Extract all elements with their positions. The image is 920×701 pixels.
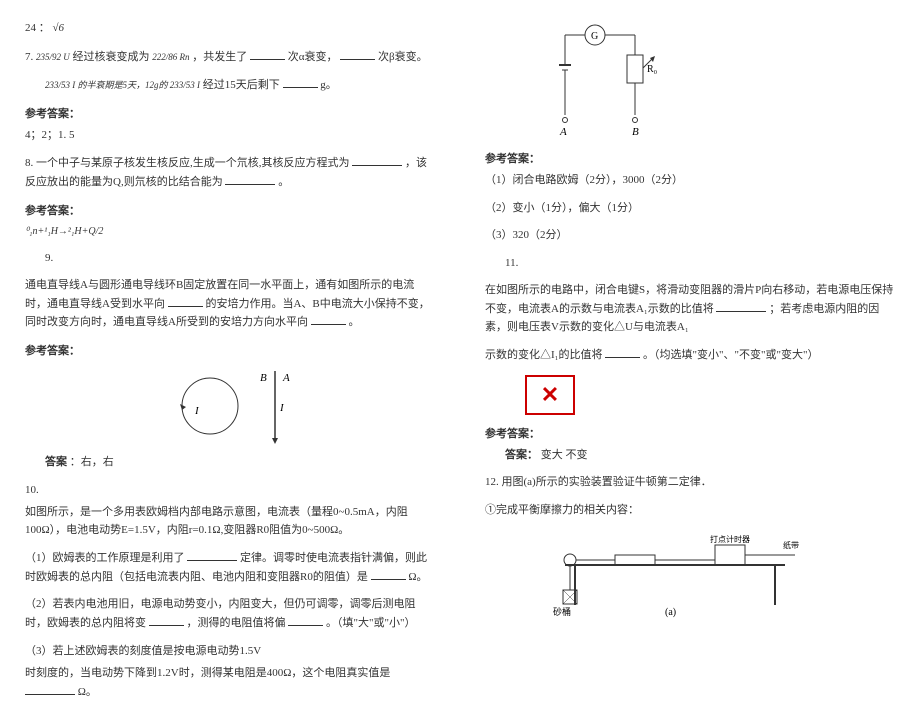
blank [187,549,237,561]
q7-line2c: 经过15天后剩下 [203,79,280,91]
q10-p3-cont: 时刻度的，当电动势下降到1.2V时，测得某电阻是400Ω，这个电阻真实值是 Ω。 [25,665,435,701]
label-G: G [591,31,598,42]
blank [352,154,402,166]
r-ans1: （1）闭合电路欧姆（2分），3000（2分） [485,172,895,190]
q10-p1c: Ω。 [408,571,427,583]
q7-line1: 7. 235/92 U 经过核衰变成为 222/86 Rn ，共发生了 次α衰变… [25,48,435,67]
q24-formula: √6 [53,22,65,34]
blank [288,614,323,626]
blank [340,48,375,60]
blank [311,313,346,325]
q9-text: 通电直导线A与圆形通电导线环B固定放置在同一水平面上，通有如图所示的电流时，通电… [25,277,435,332]
q8-ans-formula: ⁰₁n+¹₁H→²₁H+Q/2 [25,224,435,240]
blank [225,173,275,185]
label-i: I [279,402,285,414]
q10-p1a: （1）欧姆表的工作原理是利用了 [25,552,185,564]
q10-p3c: Ω。 [78,686,97,698]
q10-p2: （2）若表内电池用旧，电源电动势变小，内阻变大，但仍可调零，调零后测电阻时，欧姆… [25,596,435,632]
q10-p2b: ，测得的电阻值将偏 [187,617,286,629]
q11-text3: 示数的变化△I₁的比值将 。（均选填"变小"、"不变"或"变大"） [485,346,895,365]
label-B: B [260,372,267,384]
label-R0: R₀ [647,64,658,75]
circle-diagram: I B A I [165,366,305,446]
q7-d: 次α衰变， [288,51,338,63]
q9-text-c: 。 [348,316,359,328]
q11-ans: 答案： 变大 不变 [505,447,895,465]
circuit-diagram: G R₀ A B [535,20,675,140]
q10-p1: （1）欧姆表的工作原理是利用了 定律。调零时使电流表指针满偏，则此时欧姆表的总内… [25,549,435,586]
q9-ans-label: 答案 [45,456,67,468]
q7-e: 次β衰变。 [378,51,428,63]
q8: 8. 一个中子与某原子核发生核反应,生成一个氘核,其核反应方程式为 ，该反应放出… [25,154,435,191]
label-I: I [194,405,200,417]
blank [25,683,75,695]
blank [149,614,184,626]
blank [605,346,640,358]
q10-p3b: 时刻度的，当电动势下降到1.2V时，测得某电阻是400Ω，这个电阻真实值是 [25,667,390,679]
label-sand: 砂桶 [553,606,571,617]
q7-line2: 233/53 I 的半衰期是5天，12g的 233/53 I 经过15天后剩下 … [45,76,435,95]
label-tape: 纸带 [783,540,799,550]
q7-line2b: 233/53 I [170,80,200,90]
q24: 24 ： √6 [25,20,435,38]
q11-text4: 。（均选填"变小"、"不变"或"变大"） [643,349,818,361]
label-timer: 打点计时器 [710,534,750,544]
missing-image-placeholder: ✕ [525,375,575,415]
q24-prefix: 24 ： [25,22,50,34]
q11-text: 在如图所示的电路中，闭合电键S，将滑动变阻器的滑片P向右移动，若电源电压保持不变… [485,282,895,336]
r-ans3: （3）320（2分） [485,227,895,245]
q11-num: 11. [505,255,895,273]
blank [283,76,318,88]
experiment-diagram: 砂桶 打点计时器 纸带 (a) [515,530,815,620]
q9-ans-text: ：右，右 [70,456,114,468]
label-B: B [632,126,639,138]
q11-text3a: 示数的变化△I₁的比值将 [485,349,603,361]
x-icon: ✕ [541,382,559,408]
q12-text: 12. 用图(a)所示的实验装置验证牛顿第二定律． [485,474,895,492]
q7-a: 7. [25,51,36,63]
answer-label: 参考答案： [485,425,895,441]
label-a: (a) [665,607,676,618]
answer-label: 参考答案： [25,105,435,121]
blank [716,300,766,312]
q7-iso1: 235/92 U [36,52,70,62]
q10-text: 如图所示，是一个多用表欧姆档内部电路示意图，电流表（量程0~0.5mA，内阻10… [25,504,435,539]
right-column: G R₀ A B 参考答案： （1）闭合电路欧姆（2分），3000（2分） （2… [460,0,920,651]
q10-p2c: 。（填"大"或"小"） [326,617,415,629]
q9-num: 9. [45,250,435,268]
q12-p1: ①完成平衡摩擦力的相关内容： [485,502,895,520]
q8-c: 。 [278,176,289,188]
blank [168,295,203,307]
answer-label: 参考答案： [25,202,435,218]
q7-answer: 4；2；1. 5 [25,127,435,145]
q9-ans: 答案 ：右，右 [45,454,435,472]
q7-c: ，共发生了 [192,51,247,63]
blank [371,568,406,580]
q10-num: 10. [25,482,435,499]
q7-iso2: 222/86 Rn [152,52,189,62]
q8-a: 8. 一个中子与某原子核发生核反应,生成一个氘核,其核反应方程式为 [25,157,350,169]
q11-ans-label: 答案： [505,449,538,461]
answer-label: 参考答案： [25,342,435,358]
label-A: A [559,126,567,138]
answer-label: 参考答案： [485,150,895,166]
q7-line2a: 233/53 I 的半衰期是5天，12g的 [45,80,170,90]
q7-line2d: g。 [320,79,337,91]
blank [250,48,285,60]
q7-b: 经过核衰变成为 [73,51,153,63]
label-A: A [282,372,290,384]
q11-ans-text: 变大 不变 [541,449,588,461]
left-column: 24 ： √6 7. 235/92 U 经过核衰变成为 222/86 Rn ，共… [0,0,460,651]
r-ans2: （2）变小（1分），偏大（1分） [485,200,895,218]
